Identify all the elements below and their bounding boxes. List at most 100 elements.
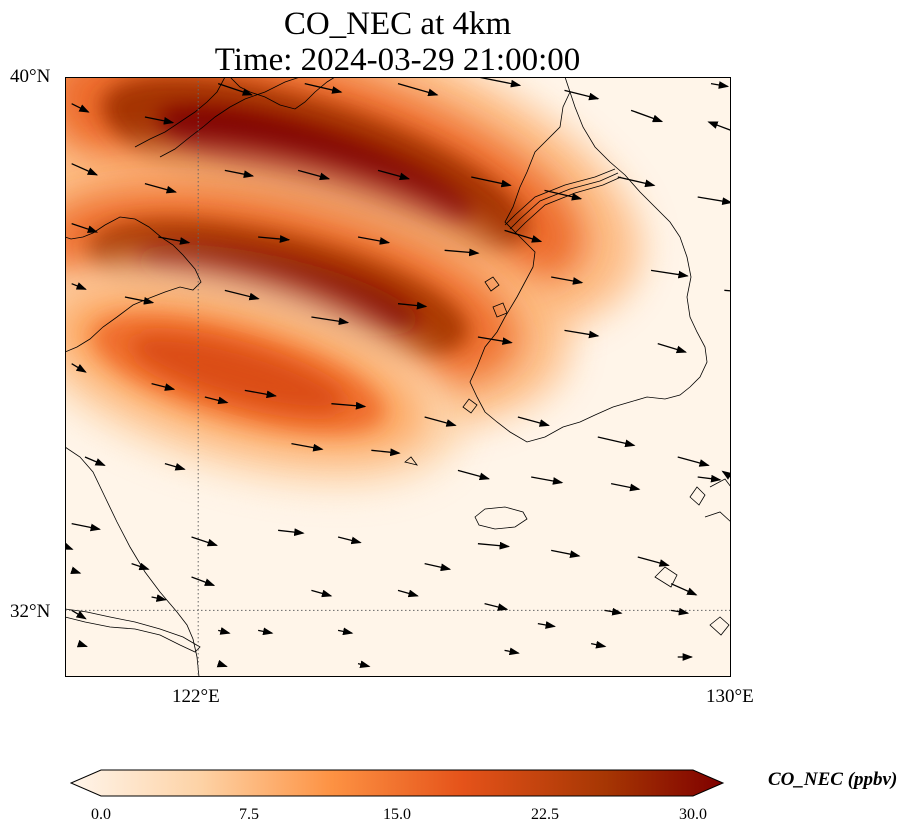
lon-label-130: 130°E	[706, 686, 754, 707]
wind-arrow-28	[71, 282, 87, 290]
wind-arrow-46	[84, 456, 106, 466]
wind-arrow-1	[144, 116, 175, 125]
wind-arrow-50	[371, 448, 401, 457]
wind-arrow-81	[591, 640, 607, 649]
wind-arrow-32	[397, 301, 428, 310]
wind-arrow-76	[218, 627, 231, 635]
wind-arrow-4	[397, 83, 439, 97]
coastlines	[65, 77, 731, 677]
wind-arrow-72	[604, 607, 623, 616]
wind-arrow-53	[610, 483, 641, 492]
wind-arrow-45	[721, 470, 731, 480]
map-title-line1: CO_NEC at 4km	[283, 6, 512, 42]
wind-arrow-68	[311, 589, 333, 598]
wind-arrow-35	[657, 343, 687, 354]
plume-south-level-3	[130, 334, 346, 413]
wind-arrow-84	[65, 542, 74, 550]
wind-arrow-2	[217, 83, 254, 96]
wind-arrow-12	[224, 169, 255, 178]
wind-arrow-13	[297, 169, 331, 181]
wind-arrow-42	[517, 416, 550, 427]
wind-arrow-31	[311, 316, 350, 326]
wind-arrow-6	[564, 89, 600, 101]
wind-arrow-64	[70, 566, 82, 574]
wind-arrow-61	[551, 549, 581, 558]
wind-arrow-0	[71, 103, 90, 113]
map-canvas	[65, 77, 731, 677]
wind-arrow-33	[477, 336, 513, 345]
wind-arrow-41	[424, 416, 457, 427]
wind-arrow-11	[144, 183, 177, 194]
colorbar-tick-3: 22.5	[531, 806, 559, 823]
wind-arrow-15	[471, 176, 512, 188]
wind-arrow-23	[444, 248, 480, 257]
wind-arrow-67	[191, 576, 216, 587]
wind-arrow-49	[291, 443, 324, 452]
colorbar-gradient	[70, 769, 725, 797]
wind-arrow-14	[377, 169, 411, 181]
wind-arrow-78	[337, 627, 354, 636]
wind-arrow-63	[670, 583, 698, 596]
wind-arrow-54	[697, 474, 722, 483]
wind-arrow-55	[71, 523, 101, 532]
wind-arrow-22	[357, 236, 391, 245]
wind-arrow-66	[151, 594, 167, 602]
wind-arrow-69	[397, 589, 419, 598]
wind-arrow-71	[537, 621, 556, 629]
wind-arrow-3	[304, 83, 343, 94]
wind-arrow-24	[504, 229, 543, 243]
wind-vectors	[65, 77, 731, 669]
wind-arrow-60	[477, 541, 511, 550]
wind-arrow-18	[697, 196, 731, 205]
wind-arrow-37	[71, 363, 87, 373]
wind-arrow-58	[337, 536, 362, 545]
wind-arrow-79	[357, 660, 371, 669]
wind-arrow-5	[477, 77, 522, 88]
co-concentration-field	[65, 77, 642, 488]
wind-arrow-26	[650, 269, 689, 279]
lat-label-32: 32°N	[10, 601, 51, 622]
colorbar-tick-0: 0.0	[91, 806, 111, 823]
wind-arrow-57	[278, 528, 305, 537]
wind-arrow-19	[71, 223, 99, 233]
wind-arrow-70	[484, 603, 509, 611]
map-title-line2: Time: 2024-03-29 21:00:00	[214, 42, 581, 78]
lon-label-122: 122°E	[172, 686, 220, 707]
wind-arrow-8	[710, 81, 730, 89]
wind-arrow-56	[191, 536, 218, 547]
wind-arrow-52	[531, 476, 564, 485]
wind-arrow-43	[597, 436, 636, 448]
wind-arrow-27	[724, 289, 731, 292]
lat-label-40: 40°N	[10, 66, 51, 87]
wind-arrow-39	[244, 389, 277, 399]
wind-arrow-16	[544, 189, 583, 201]
wind-arrow-73	[670, 607, 690, 616]
wind-arrow-20	[158, 236, 191, 245]
wind-arrow-80	[504, 647, 520, 656]
wind-arrow-38	[151, 383, 176, 391]
wind-arrow-7	[630, 109, 664, 123]
wind-arrow-40	[331, 401, 367, 410]
colorbar-tick-4: 30.0	[679, 806, 707, 823]
wind-arrow-65	[131, 562, 150, 571]
wind-arrow-34	[564, 329, 600, 339]
colorbar	[70, 769, 725, 797]
wind-arrow-17	[617, 176, 656, 188]
wind-arrow-29	[124, 296, 155, 305]
wind-arrow-83	[216, 659, 228, 668]
wind-arrow-47	[164, 463, 186, 471]
wind-arrow-48	[204, 396, 229, 405]
colorbar-tick-2: 15.0	[383, 806, 411, 823]
wind-arrow-30	[224, 289, 260, 301]
wind-arrow-10	[71, 163, 99, 176]
wind-arrow-77	[258, 627, 274, 636]
wind-arrow-75	[71, 609, 87, 620]
colorbar-tick-1: 7.5	[239, 806, 259, 823]
wind-arrow-74	[76, 639, 88, 648]
wind-arrow-51	[457, 469, 490, 481]
wind-arrow-62	[637, 556, 670, 567]
wind-arrow-9	[707, 121, 731, 131]
map-panel	[65, 77, 731, 677]
wind-arrow-44	[677, 456, 710, 467]
colorbar-title: CO_NEC (ppbv)	[768, 769, 898, 790]
